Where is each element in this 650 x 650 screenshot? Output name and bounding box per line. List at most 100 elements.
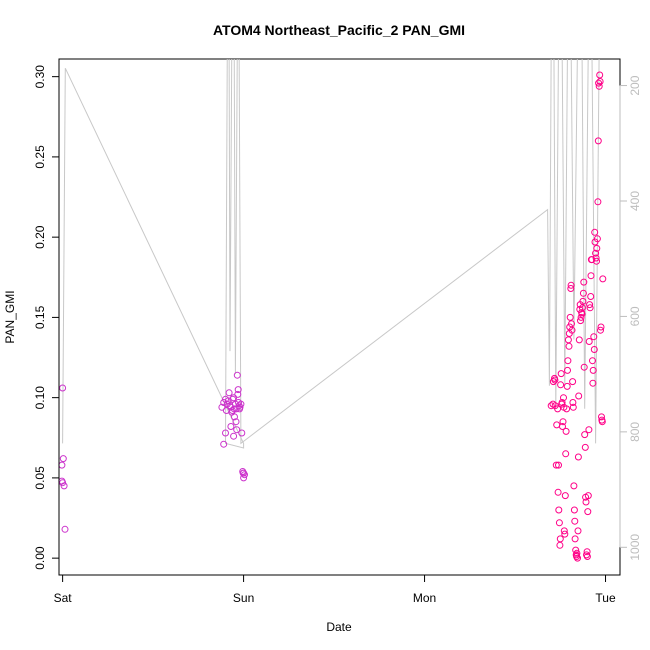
data-point-late bbox=[552, 461, 560, 469]
y2-tick-label: 1000 bbox=[628, 534, 642, 561]
data-point-early bbox=[239, 469, 247, 477]
data-point-late bbox=[570, 506, 578, 514]
data-point-late bbox=[590, 346, 598, 353]
data-point-early bbox=[225, 389, 233, 397]
data-point-early bbox=[230, 432, 238, 440]
data-point-early bbox=[238, 429, 246, 437]
data-point-late bbox=[558, 399, 566, 406]
data-point-late bbox=[572, 546, 580, 554]
data-point-late bbox=[547, 402, 555, 410]
data-point-late bbox=[593, 244, 601, 252]
data-point-late bbox=[559, 418, 567, 426]
data-point-late bbox=[555, 519, 563, 527]
x-tick-label: Tue bbox=[595, 591, 616, 605]
y-tick-label: 0.25 bbox=[33, 145, 47, 169]
data-point-late bbox=[595, 82, 603, 90]
pressure-series-line bbox=[62, 59, 600, 449]
data-point-early bbox=[60, 482, 68, 490]
data-point-late bbox=[598, 418, 606, 426]
data-point-late bbox=[559, 423, 566, 430]
data-point-late bbox=[549, 400, 557, 408]
data-point-late bbox=[589, 357, 596, 365]
y-tick-label: 0.30 bbox=[33, 65, 47, 89]
data-point-late bbox=[556, 541, 564, 549]
y-tick-label: 0.05 bbox=[33, 466, 47, 490]
data-point-late bbox=[581, 431, 589, 439]
data-point-early bbox=[233, 371, 241, 379]
y2-tick-label: 600 bbox=[628, 306, 642, 326]
data-point-late bbox=[566, 313, 574, 321]
data-point-late bbox=[590, 333, 598, 341]
data-point-late bbox=[598, 413, 605, 421]
data-point-late bbox=[560, 394, 567, 402]
data-point-late bbox=[571, 535, 579, 543]
data-point-late bbox=[567, 281, 575, 289]
data-point-late bbox=[561, 530, 569, 538]
data-point-early bbox=[228, 407, 236, 414]
data-point-late bbox=[561, 492, 569, 500]
data-point-late bbox=[575, 392, 583, 400]
y2-tick-label: 200 bbox=[628, 75, 642, 95]
data-point-early bbox=[240, 474, 248, 482]
data-point-late bbox=[569, 378, 577, 386]
data-point-late bbox=[571, 517, 579, 525]
data-point-early bbox=[222, 429, 229, 437]
data-point-late bbox=[560, 527, 568, 535]
data-point-late bbox=[579, 289, 587, 297]
y2-axis: 200 400 600 800 1000 bbox=[619, 75, 642, 561]
data-point-late bbox=[555, 461, 562, 469]
data-point-late bbox=[553, 421, 561, 429]
data-point-late bbox=[564, 336, 572, 344]
data-point-late bbox=[589, 379, 597, 387]
data-point-late bbox=[597, 323, 605, 331]
data-point-late bbox=[587, 272, 595, 280]
data-point-late bbox=[597, 326, 604, 334]
data-point-late bbox=[586, 301, 594, 309]
data-point-late bbox=[579, 297, 587, 305]
data-point-late bbox=[569, 403, 577, 411]
data-point-late bbox=[577, 317, 584, 325]
data-point-early bbox=[218, 403, 226, 411]
data-point-late bbox=[562, 450, 570, 458]
plot-frame bbox=[58, 58, 621, 576]
data-point-late bbox=[592, 254, 600, 262]
data-point-late bbox=[599, 275, 607, 283]
data-point-late bbox=[583, 548, 591, 556]
data-point-late bbox=[585, 426, 593, 434]
y-axis: 0.00 0.05 0.10 0.15 0.20 0.25 0.30 bbox=[33, 65, 60, 570]
data-point-early bbox=[234, 390, 242, 398]
data-point-late bbox=[574, 527, 582, 535]
data-point-late bbox=[586, 304, 594, 312]
data-point-early bbox=[224, 397, 232, 405]
data-point-late bbox=[589, 366, 597, 374]
data-point-late bbox=[574, 453, 582, 461]
data-point-late bbox=[592, 249, 600, 257]
y-tick-label: 0.10 bbox=[33, 386, 47, 410]
data-point-late bbox=[555, 506, 563, 514]
data-point-late bbox=[554, 488, 562, 496]
data-point-late bbox=[563, 405, 571, 413]
data-point-early bbox=[236, 403, 244, 411]
data-point-late bbox=[551, 376, 559, 384]
data-point-late bbox=[556, 535, 564, 543]
data-point-early bbox=[237, 400, 245, 408]
data-point-late bbox=[557, 381, 565, 389]
data-point-late bbox=[580, 278, 588, 286]
data-point-early bbox=[61, 525, 69, 533]
data-point-late bbox=[563, 382, 571, 390]
chart-title: ATOM4 Northeast_Pacific_2 PAN_GMI bbox=[213, 22, 465, 38]
data-point-early bbox=[58, 461, 66, 469]
data-point-early bbox=[59, 384, 67, 392]
data-point-late bbox=[584, 508, 592, 516]
data-point-late bbox=[596, 78, 604, 85]
data-point-late bbox=[577, 313, 585, 321]
data-point-late bbox=[583, 553, 591, 560]
y2-tick-label: 400 bbox=[628, 191, 642, 211]
data-point-late bbox=[557, 370, 565, 378]
data-point-late bbox=[568, 326, 576, 334]
data-point-late bbox=[588, 256, 596, 264]
data-point-early bbox=[227, 423, 235, 430]
data-point-late bbox=[575, 336, 583, 344]
x-tick-label: Sat bbox=[54, 591, 73, 605]
data-point-late bbox=[584, 492, 592, 500]
